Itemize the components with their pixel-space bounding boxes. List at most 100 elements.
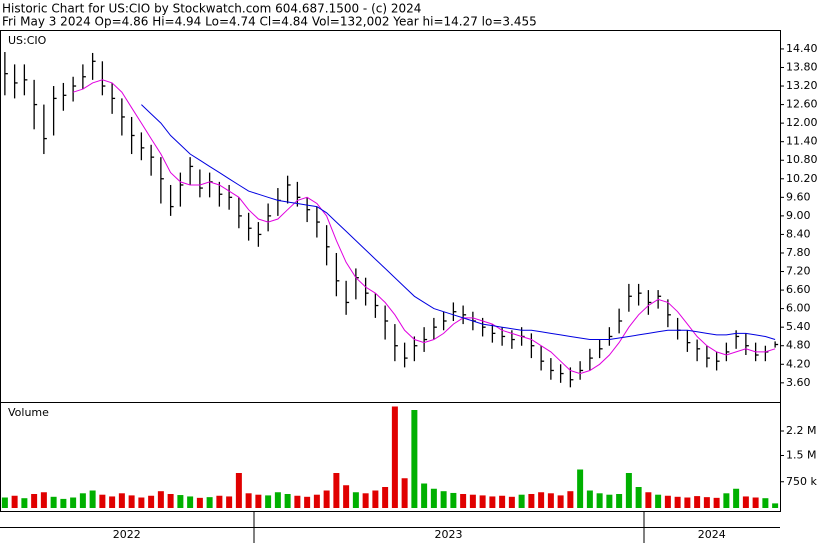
volume-bar xyxy=(489,496,496,508)
volume-bar xyxy=(401,478,408,508)
y-tick-label: 14.40 xyxy=(786,42,818,55)
plot-frame xyxy=(0,30,781,512)
volume-bar xyxy=(723,493,730,508)
y-tick-label: 9.60 xyxy=(786,190,811,203)
volume-bar xyxy=(547,493,554,508)
x-tick-label: 2024 xyxy=(698,528,726,541)
x-tick-label: 2022 xyxy=(113,528,141,541)
y-tick-label: 11.40 xyxy=(786,135,818,148)
volume-bar xyxy=(89,490,96,508)
volume-bar xyxy=(138,497,145,508)
y-tick-label: 4.80 xyxy=(786,339,811,352)
volume-bar xyxy=(128,495,135,508)
volume-bar xyxy=(421,483,428,508)
volume-bar xyxy=(40,492,47,508)
volume-bar xyxy=(235,473,242,508)
y-tick-label: 7.20 xyxy=(786,265,811,278)
volume-bar xyxy=(245,493,252,508)
symbol-label: US:CIO xyxy=(8,34,47,47)
volume-bar xyxy=(557,495,564,508)
volume-bar xyxy=(733,488,740,508)
volume-bar xyxy=(499,495,506,508)
volume-bar xyxy=(684,497,691,508)
volume-bar xyxy=(762,498,769,508)
volume-bar xyxy=(21,498,28,508)
volume-bar xyxy=(187,496,194,508)
y-tick-label: 3.60 xyxy=(786,376,811,389)
volume-bar xyxy=(313,494,320,508)
volume-bar xyxy=(79,493,86,508)
y-tick-label: 6.60 xyxy=(786,283,811,296)
volume-bar xyxy=(655,494,662,508)
volume-bar xyxy=(713,497,720,508)
volume-bar xyxy=(518,494,525,508)
volume-bar xyxy=(109,496,116,508)
volume-bar xyxy=(372,490,379,508)
volume-bar xyxy=(391,406,398,508)
volume-bar xyxy=(274,492,281,508)
volume-bar xyxy=(343,485,350,508)
volume-bar xyxy=(148,495,155,508)
y-tick-label: 10.80 xyxy=(786,153,818,166)
volume-bar xyxy=(157,491,164,508)
y-tick-label: 9.00 xyxy=(786,209,811,222)
volume-bar xyxy=(31,494,38,508)
volume-bar xyxy=(362,493,369,508)
volume-bar xyxy=(411,410,418,508)
volume-bar xyxy=(479,495,486,508)
y-tick-label: 13.20 xyxy=(786,79,818,92)
volume-bar xyxy=(635,487,642,508)
volume-bar xyxy=(382,487,389,508)
volume-bar xyxy=(645,492,652,508)
y-tick-label: 5.40 xyxy=(786,320,811,333)
quote-line: Fri May 3 2024 Op=4.86 Hi=4.94 Lo=4.74 C… xyxy=(2,15,537,29)
volume-bar xyxy=(50,496,57,508)
volume-bar xyxy=(177,495,184,508)
volume-bar xyxy=(118,493,125,508)
y-tick-label: 12.00 xyxy=(786,116,818,129)
moving-average xyxy=(72,79,776,375)
volume-bar xyxy=(70,497,77,508)
volume-bar xyxy=(294,495,301,508)
volume-bar xyxy=(616,494,623,508)
volume-bar xyxy=(11,495,18,508)
volume-bar xyxy=(226,496,233,508)
volume-bar xyxy=(694,496,701,508)
volume-bar xyxy=(703,497,710,508)
y-tick-label: 12.60 xyxy=(786,98,818,111)
y-tick-label: 10.20 xyxy=(786,172,818,185)
volume-bar xyxy=(596,493,603,508)
volume-bar xyxy=(216,495,223,508)
y-tick-label: 4.20 xyxy=(786,357,811,370)
y-tick-label: 750 k xyxy=(786,475,817,488)
volume-bar xyxy=(304,496,311,508)
volume-bar xyxy=(99,494,106,508)
volume-bar xyxy=(528,494,535,508)
volume-bar xyxy=(538,492,545,508)
volume-bar xyxy=(664,495,671,508)
volume-bar xyxy=(606,494,613,508)
volume-bar xyxy=(752,497,759,508)
volume-bar xyxy=(196,497,203,508)
chart-title: Historic Chart for US:CIO by Stockwatch.… xyxy=(2,2,421,16)
volume-bar xyxy=(567,491,574,508)
volume-bar xyxy=(469,494,476,508)
volume-label: Volume xyxy=(8,406,49,419)
volume-bar xyxy=(577,469,584,508)
volume-bar xyxy=(333,473,340,508)
volume-bar xyxy=(167,494,174,508)
y-tick-label: 7.80 xyxy=(786,246,811,259)
volume-bar xyxy=(450,492,457,508)
volume-bar xyxy=(625,473,632,508)
volume-bar xyxy=(352,492,359,508)
volume-bar xyxy=(460,494,467,508)
y-tick-label: 13.80 xyxy=(786,60,818,73)
volume-bar xyxy=(206,497,213,508)
y-tick-label: 1.5 M xyxy=(786,449,816,462)
y-tick-label: 8.40 xyxy=(786,227,811,240)
x-tick-label: 2023 xyxy=(435,528,463,541)
volume-bar xyxy=(255,494,262,508)
volume-bar xyxy=(323,490,330,508)
volume-bar xyxy=(440,491,447,508)
volume-bar xyxy=(430,488,437,508)
